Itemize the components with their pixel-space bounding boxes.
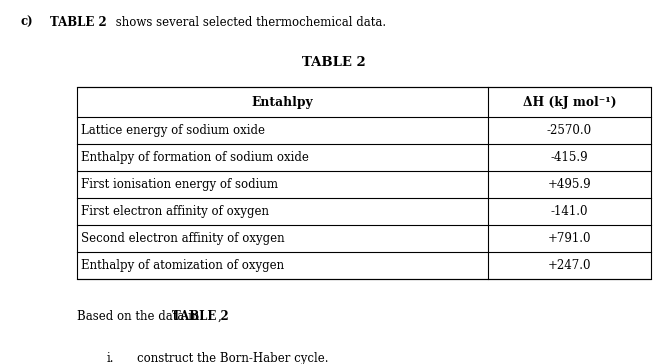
Text: Based on the data in: Based on the data in xyxy=(77,310,203,323)
Text: Enthalpy of formation of sodium oxide: Enthalpy of formation of sodium oxide xyxy=(81,151,309,164)
Text: First ionisation energy of sodium: First ionisation energy of sodium xyxy=(81,178,279,191)
Text: TABLE 2: TABLE 2 xyxy=(302,56,366,70)
Text: ,: , xyxy=(217,310,221,323)
Text: +495.9: +495.9 xyxy=(548,178,591,191)
Text: Second electron affinity of oxygen: Second electron affinity of oxygen xyxy=(81,232,285,245)
Text: Entahlpy: Entahlpy xyxy=(251,96,313,109)
Text: +791.0: +791.0 xyxy=(548,232,591,245)
Text: ΔH (kJ mol⁻¹): ΔH (kJ mol⁻¹) xyxy=(522,96,616,109)
Text: -415.9: -415.9 xyxy=(550,151,589,164)
Text: -141.0: -141.0 xyxy=(550,205,589,218)
Text: Enthalpy of atomization of oxygen: Enthalpy of atomization of oxygen xyxy=(81,259,285,272)
Text: c): c) xyxy=(20,16,33,29)
Text: construct the Born-Haber cycle.: construct the Born-Haber cycle. xyxy=(137,352,329,364)
Text: TABLE 2: TABLE 2 xyxy=(50,16,107,29)
Text: TABLE 2: TABLE 2 xyxy=(172,310,229,323)
Text: Lattice energy of sodium oxide: Lattice energy of sodium oxide xyxy=(81,124,265,137)
Text: -2570.0: -2570.0 xyxy=(547,124,592,137)
Text: shows several selected thermochemical data.: shows several selected thermochemical da… xyxy=(112,16,385,29)
Text: +247.0: +247.0 xyxy=(548,259,591,272)
Text: First electron affinity of oxygen: First electron affinity of oxygen xyxy=(81,205,269,218)
Text: i.: i. xyxy=(107,352,114,364)
